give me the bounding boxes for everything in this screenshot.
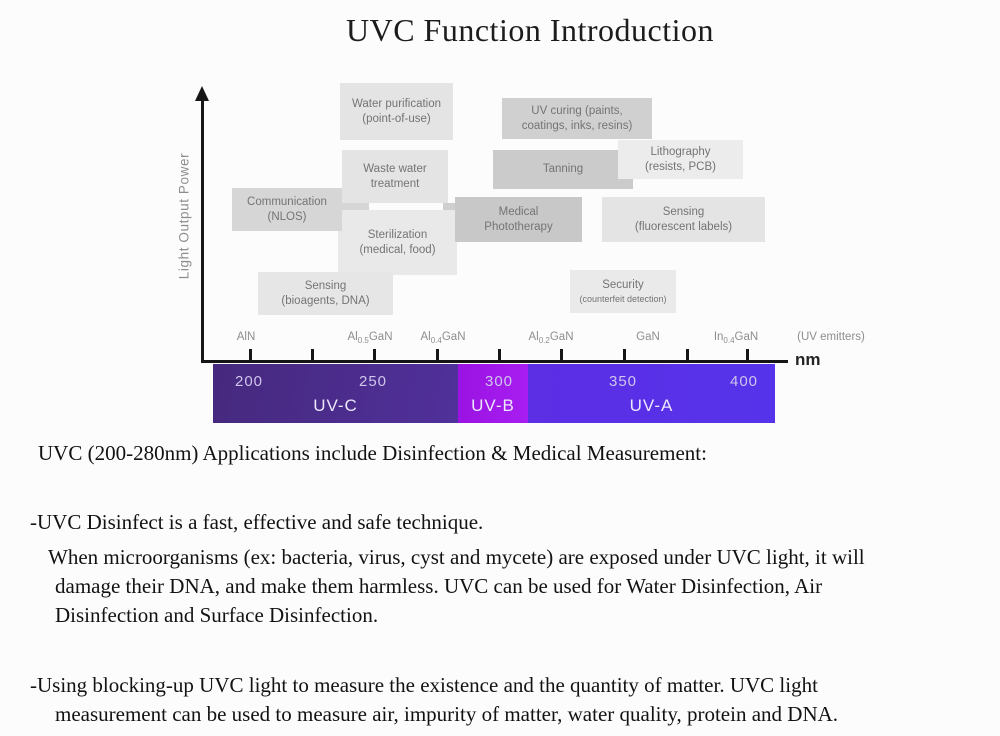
box-waste-water-line2: treatment: [370, 177, 420, 190]
box-communication: Communication (NLOS): [232, 188, 342, 231]
box-tanning: Tanning: [493, 150, 633, 189]
material-text: AlN: [236, 331, 256, 343]
box-security-line2: (counterfeit detection): [579, 293, 667, 304]
bullet2-line2: measurement can be used to measure air, …: [55, 702, 839, 726]
material-subscript: 0.4: [723, 336, 735, 345]
axis-tick: [373, 349, 376, 360]
material-subscript: 0.4: [430, 336, 442, 345]
axis-tick: [560, 349, 563, 360]
band-uva: UV-A: [528, 364, 775, 423]
paragraph1-line1: When microorganisms (ex: bacteria, virus…: [48, 545, 865, 569]
band-uvb-label: UV-B: [471, 396, 515, 415]
material-text: GaN: [368, 331, 393, 343]
material-text: In: [713, 331, 724, 343]
material-label-aln: AlN: [237, 331, 256, 345]
box-sensing-fluorescent: Sensing (fluorescent labels): [602, 197, 765, 242]
box-water-purification-line1: Water purification: [351, 97, 442, 110]
material-text: GaN: [734, 331, 759, 343]
box-waste-water: Waste water treatment: [342, 150, 448, 203]
box-sensing-fluorescent-line2: (fluorescent labels): [634, 220, 733, 233]
box-lithography: Lithography (resists, PCB): [618, 140, 743, 179]
box-sensing-bioagents-line2: (bioagents, DNA): [281, 294, 370, 307]
intro-text: UVC (200-280nm) Applications include Dis…: [38, 441, 707, 465]
box-tanning-line1: Tanning: [542, 163, 584, 176]
material-text: Al: [347, 331, 358, 343]
material-label-al05gan: Al0.5GaN: [347, 331, 392, 345]
y-axis-label: Light Output Power: [176, 152, 192, 280]
connector-right: [443, 203, 456, 212]
material-label-uv-emitters: (UV emitters): [797, 331, 865, 345]
wavelength-250: 250: [358, 373, 388, 390]
box-water-purification-line2: (point-of-use): [362, 112, 431, 125]
box-lithography-line1: Lithography: [650, 145, 711, 158]
material-label-gan: GaN: [636, 331, 660, 345]
uv-spectrum-bar: UV-C UV-B UV-A: [213, 364, 775, 423]
box-medical-phototherapy-line2: Phototherapy: [484, 220, 553, 233]
material-text: GaN: [636, 331, 660, 343]
axis-tick: [686, 349, 689, 360]
material-subscript: 0.2: [538, 336, 550, 345]
material-label-al04gan: Al0.4GaN: [420, 331, 465, 345]
band-uva-label: UV-A: [629, 396, 674, 415]
box-uv-curing-line2: coatings, inks, resins): [521, 119, 633, 132]
paragraph1-line3: Disinfection and Surface Disinfection.: [55, 603, 379, 627]
material-text: Al: [420, 331, 431, 343]
box-sensing-bioagents-line1: Sensing: [304, 279, 347, 292]
material-text: Al: [528, 331, 539, 343]
box-sensing-fluorescent-line1: Sensing: [662, 205, 705, 218]
box-security: Security (counterfeit detection): [570, 270, 676, 313]
box-water-purification: Water purification (point-of-use): [340, 83, 453, 140]
material-subscript: 0.5: [357, 336, 369, 345]
box-medical-phototherapy: Medical Phototherapy: [455, 197, 582, 242]
material-text: GaN: [549, 331, 574, 343]
band-uvc-label: UV-C: [313, 396, 358, 415]
material-text: GaN: [441, 331, 466, 343]
box-security-line1: Security: [602, 278, 644, 291]
band-uvb: UV-B: [458, 364, 528, 423]
wavelength-350: 350: [608, 373, 638, 390]
axis-tick: [311, 349, 314, 360]
box-uv-curing: UV curing (paints, coatings, inks, resin…: [502, 98, 652, 139]
material-label-al02gan: Al0.2GaN: [528, 331, 573, 345]
band-uvc: UV-C: [213, 364, 458, 423]
x-axis-line: [201, 360, 788, 363]
material-text: (UV emitters): [797, 331, 865, 343]
box-medical-phototherapy-line1: Medical: [498, 205, 539, 218]
box-sterilization-line1: Sterilization: [367, 228, 428, 241]
box-sterilization-line2: (medical, food): [359, 243, 436, 256]
axis-tick: [746, 349, 749, 360]
wavelength-300: 300: [484, 373, 514, 390]
axis-tick: [623, 349, 626, 360]
box-lithography-line2: (resists, PCB): [645, 160, 716, 173]
page-title: UVC Function Introduction: [345, 12, 715, 48]
x-axis-unit-label: nm: [795, 350, 821, 369]
axis-tick: [498, 349, 501, 360]
axis-tick: [249, 349, 252, 360]
box-uv-curing-line1: UV curing (paints,: [531, 104, 623, 117]
y-axis-arrow-icon: [195, 86, 209, 101]
paragraph1-line2: damage their DNA, and make them harmless…: [55, 574, 823, 598]
box-sterilization: Sterilization (medical, food): [338, 210, 457, 275]
material-label-ingan: In0.4GaN: [714, 331, 758, 345]
axis-tick: [436, 349, 439, 360]
bullet1-text: -UVC Disinfect is a fast, effective and …: [30, 510, 484, 534]
box-sensing-bioagents: Sensing (bioagents, DNA): [258, 272, 393, 315]
box-waste-water-line1: Waste water: [363, 162, 427, 175]
wavelength-400: 400: [729, 373, 759, 390]
box-communication-line1: Communication: [247, 195, 327, 208]
wavelength-200: 200: [234, 373, 264, 390]
bullet2-line1: -Using blocking-up UVC light to measure …: [30, 673, 818, 697]
y-axis-line: [201, 98, 204, 362]
connector-left: [335, 203, 369, 212]
box-communication-line2: (NLOS): [267, 210, 307, 223]
